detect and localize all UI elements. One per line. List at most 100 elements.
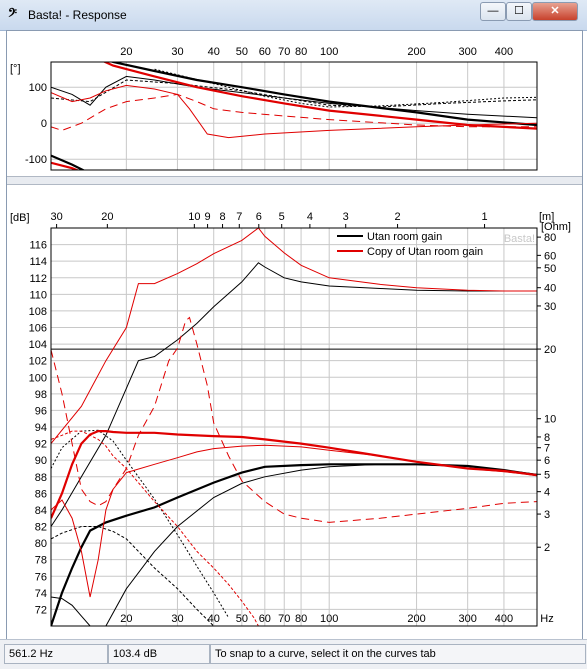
- ohm-tick-label: 30: [544, 301, 556, 313]
- title-bar: 𝄢 Basta! - Response — ☐ ✕: [0, 0, 587, 31]
- ohm-tick-label: 6: [544, 455, 550, 467]
- y-axis-label: [°]: [10, 63, 21, 75]
- y-tick-label: 116: [29, 240, 47, 252]
- series-line-9: [51, 161, 80, 170]
- x-tick-label: 30: [171, 46, 183, 58]
- y-tick-label: 106: [29, 323, 47, 335]
- status-hint: To snap to a curve, select it on the cur…: [210, 644, 586, 664]
- top-tick-label: 4: [307, 211, 313, 223]
- x-tick-label: 20: [120, 46, 132, 58]
- phase-chart[interactable]: 20 30 40 50 60 70 80 100 200 300 400 100 0 -100 [°]: [7, 31, 582, 176]
- series-line-2: [51, 75, 537, 119]
- y-tick-label: 96: [35, 405, 47, 417]
- window-title: Basta! - Response: [28, 8, 127, 22]
- top-tick-label: 9: [205, 211, 211, 223]
- y2-axis-label: [Ohm]: [541, 221, 571, 233]
- top-tick-label: 5: [279, 211, 285, 223]
- x-tick-label: 60: [259, 46, 271, 58]
- series-line-3: [51, 463, 537, 626]
- x2-axis-label: [m]: [539, 211, 554, 223]
- ohm-tick-label: 4: [544, 487, 550, 499]
- y-tick-label: 88: [35, 472, 47, 484]
- x-tick-label: 60: [259, 613, 271, 625]
- ohm-tick-label: 40: [544, 283, 556, 295]
- y-tick-label: 0: [41, 118, 47, 130]
- y-tick-label: 90: [35, 455, 47, 467]
- top-tick-label: 1: [481, 211, 487, 223]
- x-tick-label: 400: [495, 613, 513, 625]
- series-line-11: [51, 430, 259, 626]
- series-line-4: [154, 68, 537, 108]
- close-button[interactable]: ✕: [532, 2, 578, 21]
- x-tick-label: 70: [278, 613, 290, 625]
- spl-chart[interactable]: 20 30 40 50 60 70 80 100 200 300 40072747678808284…: [7, 184, 582, 639]
- status-bar: 561.2 Hz 103.4 dB To snap to a curve, se…: [0, 639, 587, 669]
- series-line-9: [51, 444, 537, 598]
- y-tick-label: 84: [35, 505, 47, 517]
- top-tick-label: 2: [394, 211, 400, 223]
- y-tick-label: 80: [35, 538, 47, 550]
- ohm-tick-label: 3: [544, 509, 550, 521]
- status-frequency: 561.2 Hz: [4, 644, 108, 664]
- series-group: [51, 62, 537, 170]
- ohm-tick-label: 60: [544, 250, 556, 262]
- watermark: Basta!: [504, 233, 535, 245]
- x-tick-label: 400: [495, 46, 513, 58]
- y-tick-label: 114: [29, 256, 47, 268]
- x-tick-label: 40: [208, 613, 220, 625]
- y-tick-label: 110: [29, 289, 47, 301]
- ohm-tick-label: 50: [544, 263, 556, 275]
- x-tick-label: 100: [320, 613, 338, 625]
- top-tick-label: 30: [50, 211, 62, 223]
- plot-frame: [50, 227, 538, 627]
- series-line-1: [51, 262, 537, 527]
- x-tick-label: 80: [295, 46, 307, 58]
- ohm-tick-label: 2: [544, 542, 550, 554]
- maximize-button[interactable]: ☐: [506, 2, 532, 21]
- series-line-6: [51, 429, 230, 618]
- series-line-6: [102, 62, 537, 130]
- series-line-5: [51, 526, 215, 626]
- ohm-tick-label: 80: [544, 232, 556, 244]
- ohm-tick-label: 10: [544, 414, 556, 426]
- y-tick-label: 78: [35, 555, 47, 567]
- y-tick-label: 74: [35, 588, 47, 600]
- x-tick-label: 50: [236, 46, 248, 58]
- series-line-10: [51, 316, 537, 523]
- series-line-8: [51, 430, 537, 519]
- chart-divider[interactable]: [7, 176, 582, 185]
- x-tick-label: 100: [320, 46, 338, 58]
- bass-clef-icon: 𝄢: [8, 6, 18, 22]
- chart-area: 20 30 40 50 60 70 80 100 200 300 400 100 0 -100 [°] 20…: [6, 30, 583, 640]
- x-tick-label: 200: [407, 613, 425, 625]
- y-tick-label: 76: [35, 571, 47, 583]
- ohm-tick-label: 20: [544, 344, 556, 356]
- top-tick-label: 20: [101, 211, 113, 223]
- x-tick-label: 70: [278, 46, 290, 58]
- top-tick-label: 6: [256, 211, 262, 223]
- y-tick-label: 82: [35, 522, 47, 534]
- legend-entry: Utan room gain: [367, 231, 442, 243]
- x-tick-label: 30: [171, 613, 183, 625]
- y-tick-label: 92: [35, 439, 47, 451]
- status-level: 103.4 dB: [108, 644, 210, 664]
- y-tick-label: 108: [29, 306, 47, 318]
- ohm-tick-label: 5: [544, 469, 550, 481]
- series-group: [51, 228, 537, 626]
- y-tick-label: 104: [29, 339, 47, 351]
- y-tick-label: 112: [29, 273, 47, 285]
- ohm-tick-label: 7: [544, 443, 550, 455]
- top-tick-label: 8: [219, 211, 225, 223]
- x-tick-label: 80: [295, 613, 307, 625]
- x-tick-label: 300: [458, 613, 476, 625]
- x-tick-label: 200: [407, 46, 425, 58]
- series-line-8: [51, 93, 537, 131]
- series-line-3: [51, 79, 537, 108]
- x-tick-label: 300: [458, 46, 476, 58]
- legend-entry: Copy of Utan room gain: [367, 246, 483, 258]
- series-line-4: [51, 463, 537, 626]
- minimize-button[interactable]: —: [480, 2, 506, 21]
- y-tick-label: 94: [35, 422, 47, 434]
- x-axis-unit: Hz: [540, 613, 553, 625]
- ohm-tick-label: 8: [544, 432, 550, 444]
